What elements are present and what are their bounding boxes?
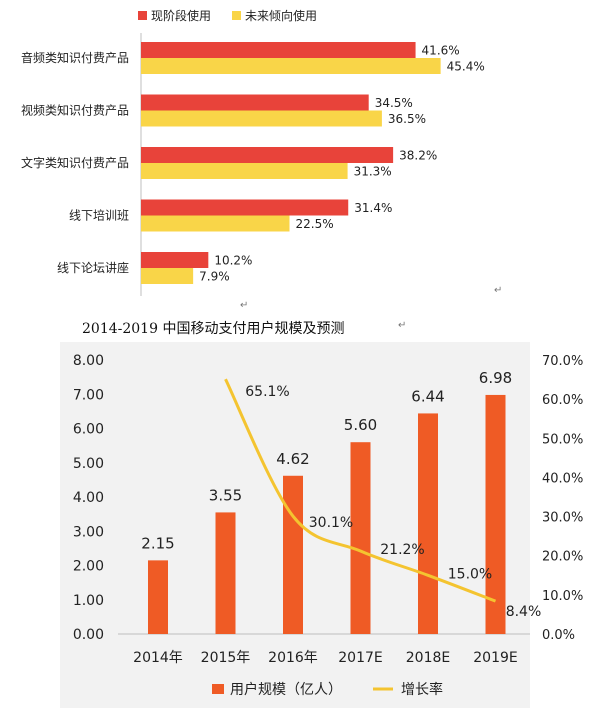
bar bbox=[141, 94, 369, 111]
legend-label: 现阶段使用 bbox=[151, 8, 211, 23]
y-left-tick-label: 1.00 bbox=[73, 593, 104, 609]
y-right-tick-label: 30.0% bbox=[542, 511, 583, 526]
x-tick-label: 2019E bbox=[473, 650, 517, 666]
y-left-tick-label: 3.00 bbox=[73, 524, 104, 540]
data-label: 38.2% bbox=[399, 149, 437, 163]
return-mark-icon: ↵ bbox=[398, 320, 407, 331]
x-tick-label: 2018E bbox=[406, 650, 450, 666]
category-label: 线下论坛讲座 bbox=[57, 260, 129, 275]
y-left-tick-label: 2.00 bbox=[73, 559, 104, 575]
line-value-label: 8.4% bbox=[506, 604, 542, 620]
x-tick-label: 2016年 bbox=[268, 650, 318, 666]
mobile-payment-users-chart: 0.00 1.00 2.00 3.00 4.00 5.00 6.00 7.00 8.00 0.0%… bbox=[60, 342, 583, 708]
y-right-tick-label: 50.0% bbox=[542, 432, 583, 447]
line-value-label: 65.1% bbox=[245, 384, 289, 400]
return-mark-icon: ↵ bbox=[240, 300, 249, 311]
data-label: 31.3% bbox=[354, 165, 392, 179]
bar-value-label: 2.15 bbox=[141, 534, 174, 552]
x-tick-label: 2014年 bbox=[133, 650, 183, 666]
bar-value-label: 6.98 bbox=[479, 369, 512, 387]
y-right-tick-label: 20.0% bbox=[542, 550, 583, 565]
category-label: 视频类知识付费产品 bbox=[21, 103, 129, 118]
y-right-tick-label: 10.0% bbox=[542, 589, 583, 604]
bar-value-label: 6.44 bbox=[411, 387, 444, 405]
line-value-label: 30.1% bbox=[309, 515, 353, 531]
legend-swatch bbox=[138, 11, 147, 20]
bar bbox=[418, 413, 438, 634]
legend-swatch bbox=[212, 684, 224, 694]
bar-value-label: 3.55 bbox=[209, 486, 242, 504]
data-label: 7.9% bbox=[199, 270, 230, 284]
category-label: 线下培训班 bbox=[69, 208, 129, 223]
bar bbox=[350, 442, 371, 634]
x-tick-label: 2015年 bbox=[201, 650, 251, 666]
legend-label: 增长率 bbox=[401, 681, 443, 698]
data-label: 41.6% bbox=[422, 44, 460, 58]
y-left-tick-label: 7.00 bbox=[73, 387, 104, 403]
y-right-tick-label: 70.0% bbox=[542, 354, 583, 369]
bar bbox=[141, 252, 209, 268]
data-label: 22.5% bbox=[296, 217, 334, 231]
bar bbox=[141, 58, 441, 74]
bar bbox=[141, 268, 194, 284]
bar bbox=[141, 199, 349, 216]
legend-swatch bbox=[232, 11, 241, 20]
y-left-tick-label: 6.00 bbox=[73, 422, 104, 438]
bar bbox=[141, 215, 290, 232]
bar bbox=[485, 394, 506, 634]
bar bbox=[141, 147, 394, 163]
growth-rate-line bbox=[224, 378, 497, 603]
bar bbox=[141, 110, 382, 127]
line-value-label: 21.2% bbox=[380, 542, 424, 558]
data-label: 10.2% bbox=[214, 254, 252, 268]
y-right-tick-label: 0.0% bbox=[542, 628, 575, 643]
y-right-tick-label: 40.0% bbox=[542, 471, 583, 486]
bar bbox=[283, 475, 303, 634]
data-label: 34.5% bbox=[375, 96, 413, 110]
bar bbox=[215, 512, 236, 634]
bar-value-label: 4.62 bbox=[276, 450, 309, 468]
chart-title: 2014-2019 中国移动支付用户规模及预测 bbox=[82, 321, 345, 337]
bar bbox=[148, 560, 168, 634]
legend-label: 用户规模（亿人） bbox=[230, 681, 342, 698]
line-value-label: 15.0% bbox=[448, 566, 492, 582]
y-left-tick-label: 0.00 bbox=[73, 627, 104, 643]
y-right-tick-label: 60.0% bbox=[542, 393, 583, 408]
data-label: 45.4% bbox=[447, 60, 485, 74]
data-label: 31.4% bbox=[354, 201, 392, 215]
bar bbox=[141, 163, 348, 179]
y-left-tick-label: 4.00 bbox=[73, 490, 104, 506]
category-label: 文字类知识付费产品 bbox=[21, 155, 129, 170]
legend-label: 未来倾向使用 bbox=[245, 8, 317, 23]
data-label: 36.5% bbox=[388, 112, 426, 126]
y-left-tick-label: 5.00 bbox=[73, 456, 104, 472]
y-left-tick-label: 8.00 bbox=[73, 353, 104, 369]
category-label: 音频类知识付费产品 bbox=[21, 50, 129, 65]
x-tick-label: 2017E bbox=[338, 650, 382, 666]
bar bbox=[141, 42, 416, 58]
return-mark-icon: ↵ bbox=[494, 285, 503, 296]
bar-value-label: 5.60 bbox=[344, 416, 377, 434]
